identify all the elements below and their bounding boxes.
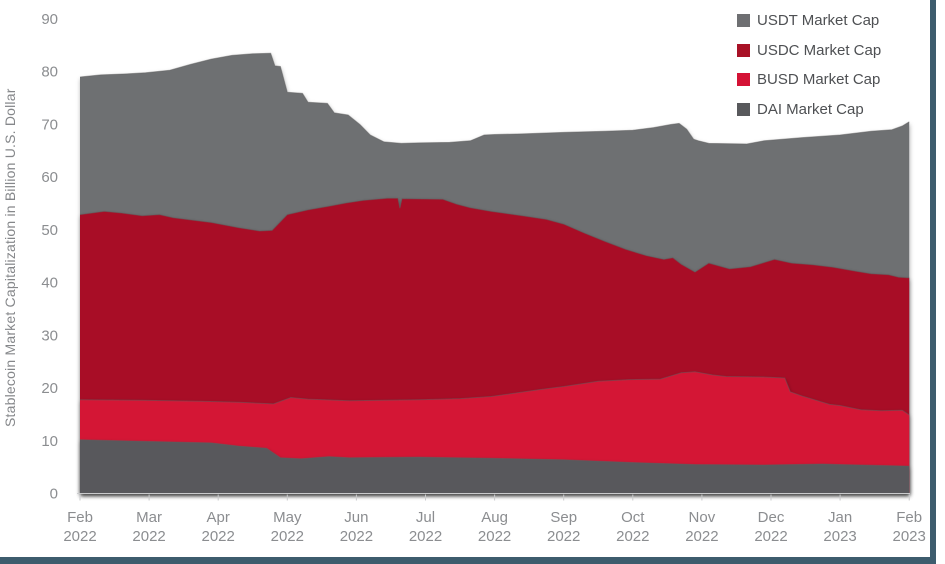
x-tick-label: Mar 2022 (132, 509, 165, 545)
x-tick-label: Feb 2023 (893, 509, 926, 545)
topline-usdt (79, 52, 910, 145)
topline-usdc (79, 197, 910, 279)
legend-item-dai: DAI Market Cap (737, 100, 881, 118)
chart-legend: USDT Market Cap USDC Market Cap BUSD Mar… (737, 12, 882, 132)
window-border-bottom (0, 557, 936, 564)
legend-item-busd: BUSD Market Cap (737, 71, 881, 88)
topline-dai (79, 439, 910, 467)
topline-busd (79, 371, 910, 416)
legend-label-dai: DAI Market Cap (757, 100, 864, 118)
y-tick-label: 50 (41, 222, 58, 239)
usdc-swatch-icon (737, 43, 750, 57)
y-tick-label: 30 (41, 327, 58, 344)
legend-item-usdt: USDT Market Cap (737, 12, 881, 29)
x-tick-label: Oct 2022 (616, 509, 649, 545)
busd-swatch-icon (737, 73, 750, 86)
x-tick-label: May 2022 (271, 509, 304, 545)
dai-swatch-icon (737, 102, 750, 116)
legend-item-usdc: USDC Market Cap (737, 41, 882, 59)
y-tick-label: 0 (50, 486, 58, 503)
y-tick-label: 70 (41, 116, 58, 133)
x-tick-label: Aug 2022 (478, 509, 511, 545)
x-tick-label: Sep 2022 (547, 509, 580, 545)
x-tick-label: Jul 2022 (409, 509, 442, 545)
x-tick-label: Nov 2022 (685, 509, 718, 545)
y-tick-label: 10 (41, 433, 58, 450)
x-tick-label: Dec 2022 (754, 509, 787, 545)
x-tick-label: Feb 2022 (63, 509, 96, 545)
y-axis-title: Stablecoin Market Capitalization in Bill… (2, 88, 18, 428)
y-tick-label: 80 (41, 64, 58, 81)
y-tick-label: 20 (41, 380, 58, 397)
legend-label-usdc: USDC Market Cap (757, 41, 882, 59)
x-tick-label: Apr 2022 (202, 509, 235, 545)
window-border-right (930, 0, 936, 564)
y-tick-label: 40 (41, 275, 58, 292)
x-tick-label: Jun 2022 (340, 509, 373, 545)
legend-label-usdt: USDT Market Cap (757, 12, 880, 29)
usdt-swatch-icon (737, 14, 750, 27)
area-dai (80, 439, 910, 494)
legend-label-busd: BUSD Market Cap (757, 71, 881, 88)
x-tick-label: Jan 2023 (823, 509, 856, 545)
y-tick-label: 90 (41, 11, 58, 28)
y-tick-label: 60 (41, 169, 58, 186)
